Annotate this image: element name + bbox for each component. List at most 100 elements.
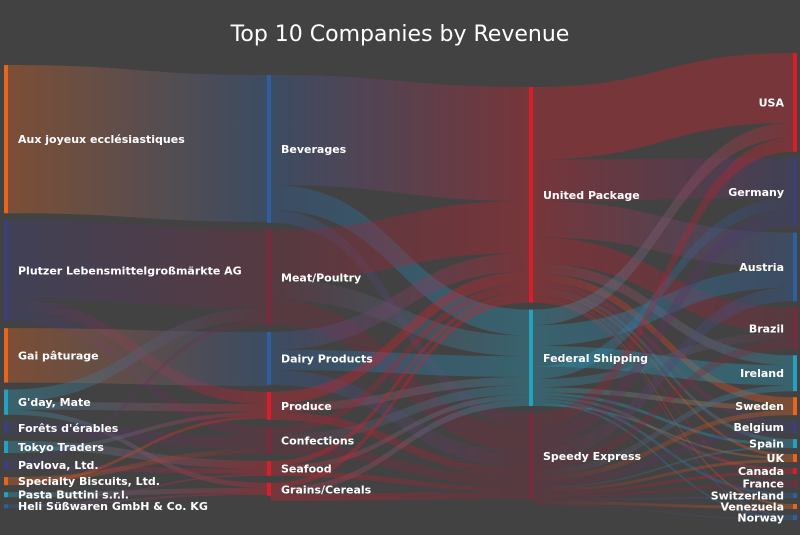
link-federal-shipping-to-austria[interactable]	[533, 267, 793, 346]
link-federal-shipping-to-canada[interactable]	[533, 395, 793, 472]
node-label-pasta-buttini-s-r-l: Pasta Buttini s.r.l.	[18, 489, 129, 502]
node-label-brazil: Brazil	[749, 322, 784, 335]
link-grains-cereals-to-speedy-express[interactable]	[271, 491, 529, 501]
node-label-uk: UK	[767, 452, 785, 465]
link-forets-d-erables-to-confections[interactable]	[8, 421, 267, 449]
node-meat-poultry[interactable]	[267, 229, 271, 325]
link-heli-su-waren-gmbh-co-kg-to-seafood[interactable]	[8, 473, 267, 509]
link-speedy-express-to-canada[interactable]	[533, 471, 793, 495]
link-grains-cereals-to-federal-shipping[interactable]	[271, 399, 529, 494]
link-heli-su-waren-gmbh-co-kg-to-grains-cereals[interactable]	[8, 492, 267, 507]
link-produce-to-united-package[interactable]	[271, 271, 529, 404]
node-label-seafood: Seafood	[281, 462, 332, 475]
link-dairy-products-to-united-package[interactable]	[271, 252, 529, 350]
link-federal-shipping-to-brazil[interactable]	[533, 332, 793, 388]
link-grains-cereals-to-united-package[interactable]	[271, 297, 529, 488]
node-specialty-biscuits-ltd[interactable]	[4, 477, 8, 486]
node-brazil[interactable]	[793, 307, 797, 350]
link-federal-shipping-to-usa[interactable]	[533, 122, 793, 326]
node-produce[interactable]	[267, 391, 271, 420]
link-speedy-express-to-usa[interactable]	[533, 137, 793, 428]
link-pasta-buttini-s-r-l-to-grains-cereals[interactable]	[8, 487, 267, 498]
link-speedy-express-to-norway[interactable]	[533, 504, 793, 520]
link-plutzer-lebensmittelgro-markte-ag-to-meat-poultry[interactable]	[8, 220, 267, 308]
node-aux-joyeux-ecclesiastiques[interactable]	[4, 65, 8, 214]
node-label-pavlova-ltd: Pavlova, Ltd.	[18, 459, 99, 472]
link-speedy-express-to-sweden[interactable]	[533, 410, 793, 481]
link-united-package-to-austria[interactable]	[533, 201, 793, 268]
node-united-package[interactable]	[529, 87, 533, 303]
link-speedy-express-to-austria[interactable]	[533, 287, 793, 460]
link-speedy-express-to-uk[interactable]	[533, 459, 793, 492]
node-usa[interactable]	[793, 53, 797, 152]
node-pasta-buttini-s-r-l[interactable]	[4, 492, 8, 498]
link-united-package-to-france[interactable]	[533, 295, 793, 484]
node-label-germany: Germany	[728, 186, 784, 199]
node-label-meat-poultry: Meat/Poultry	[281, 271, 361, 284]
link-speedy-express-to-brazil[interactable]	[533, 340, 793, 469]
link-aux-joyeux-ecclesiastiques-to-beverages[interactable]	[8, 65, 267, 222]
link-pavlova-ltd-to-meat-poultry[interactable]	[8, 319, 267, 466]
node-label-usa: USA	[759, 96, 785, 109]
node-forets-d-erables[interactable]	[4, 421, 8, 434]
node-confections[interactable]	[267, 426, 271, 454]
chart-title: Top 10 Companies by Revenue	[230, 22, 570, 47]
node-norway[interactable]	[793, 515, 797, 520]
node-speedy-express[interactable]	[529, 413, 533, 500]
node-spain[interactable]	[793, 439, 797, 449]
link-federal-shipping-to-norway[interactable]	[533, 401, 793, 520]
link-confections-to-speedy-express[interactable]	[271, 443, 529, 487]
link-speedy-express-to-belgium[interactable]	[533, 427, 793, 487]
node-label-plutzer-lebensmittelgro-markte-ag: Plutzer Lebensmittelgroßmärkte AG	[18, 265, 242, 278]
node-grains-cereals[interactable]	[267, 482, 271, 496]
node-germany[interactable]	[793, 157, 797, 227]
link-speedy-express-to-ireland[interactable]	[533, 385, 793, 476]
link-speedy-express-to-switzerland[interactable]	[533, 496, 793, 502]
node-canada[interactable]	[793, 468, 797, 475]
node-seafood[interactable]	[267, 460, 271, 476]
link-specialty-biscuits-ltd-to-produce[interactable]	[8, 415, 267, 486]
node-pavlova-ltd[interactable]	[4, 460, 8, 471]
node-sweden[interactable]	[793, 397, 797, 416]
link-seafood-to-united-package[interactable]	[271, 292, 529, 466]
link-tokyo-traders-to-produce[interactable]	[8, 411, 267, 454]
link-pavlova-ltd-to-seafood[interactable]	[8, 465, 267, 474]
node-austria[interactable]	[793, 232, 797, 302]
link-g-day-mate-to-grains-cereals[interactable]	[8, 409, 267, 488]
node-label-beverages: Beverages	[281, 143, 347, 156]
link-g-day-mate-to-produce[interactable]	[8, 401, 267, 412]
link-united-package-to-sweden[interactable]	[533, 273, 793, 406]
link-speedy-express-to-france[interactable]	[533, 483, 793, 500]
node-gai-paturage[interactable]	[4, 328, 8, 383]
link-seafood-to-speedy-express[interactable]	[271, 470, 529, 492]
link-united-package-to-belgium[interactable]	[533, 281, 793, 428]
node-dairy-products[interactable]	[267, 331, 271, 385]
node-switzerland[interactable]	[793, 493, 797, 499]
node-uk[interactable]	[793, 454, 797, 463]
link-confections-to-federal-shipping[interactable]	[271, 385, 529, 444]
node-heli-su-waren-gmbh-co-kg[interactable]	[4, 504, 8, 509]
link-meat-poultry-to-united-package[interactable]	[271, 201, 529, 280]
link-united-package-to-usa[interactable]	[533, 53, 793, 160]
node-g-day-mate[interactable]	[4, 389, 8, 415]
node-federal-shipping[interactable]	[529, 309, 533, 407]
link-confections-to-united-package[interactable]	[271, 283, 529, 435]
link-speedy-express-to-spain[interactable]	[533, 446, 793, 489]
link-g-day-mate-to-meat-poultry[interactable]	[8, 307, 267, 402]
node-ireland[interactable]	[793, 355, 797, 392]
node-venezuela[interactable]	[793, 504, 797, 510]
link-speedy-express-to-germany[interactable]	[533, 209, 793, 446]
link-specialty-biscuits-ltd-to-confections[interactable]	[8, 448, 267, 483]
link-speedy-express-to-venezuela[interactable]	[533, 501, 793, 510]
node-plutzer-lebensmittelgro-markte-ag[interactable]	[4, 220, 8, 322]
node-label-spain: Spain	[749, 438, 784, 451]
link-seafood-to-federal-shipping[interactable]	[271, 394, 529, 471]
node-beverages[interactable]	[267, 75, 271, 223]
link-beverages-to-united-package[interactable]	[271, 75, 529, 202]
node-tokyo-traders[interactable]	[4, 440, 8, 454]
node-france[interactable]	[793, 480, 797, 488]
node-belgium[interactable]	[793, 421, 797, 434]
links-layer	[8, 53, 793, 520]
link-federal-shipping-to-spain[interactable]	[533, 392, 793, 447]
link-meat-poultry-to-federal-shipping[interactable]	[271, 279, 529, 357]
